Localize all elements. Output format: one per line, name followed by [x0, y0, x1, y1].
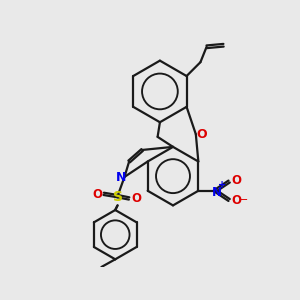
Text: O: O — [131, 192, 141, 205]
Text: +: + — [218, 180, 226, 190]
Text: O: O — [231, 194, 241, 207]
Text: N: N — [116, 171, 127, 184]
Text: S: S — [113, 190, 123, 204]
Text: O: O — [231, 174, 241, 187]
Text: −: − — [239, 195, 248, 205]
Text: N: N — [212, 186, 222, 199]
Text: O: O — [92, 188, 103, 201]
Text: O: O — [197, 128, 207, 141]
